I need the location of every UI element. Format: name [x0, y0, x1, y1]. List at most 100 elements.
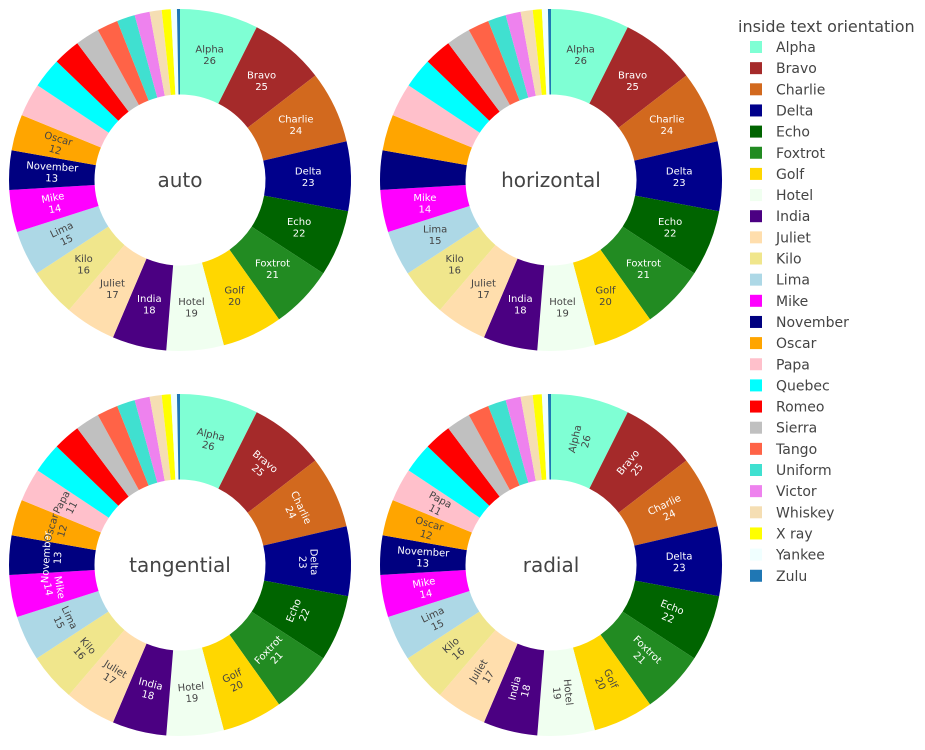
legend-item-zulu[interactable]: Zulu	[750, 569, 807, 585]
legend-item-tango[interactable]: Tango	[750, 442, 817, 458]
slice-uniform[interactable]	[117, 15, 158, 101]
slice-lima[interactable]	[17, 590, 109, 659]
slice-uniform[interactable]	[117, 400, 158, 486]
slice-victor[interactable]	[134, 11, 165, 98]
slice-charlie[interactable]	[618, 75, 718, 161]
slice-november[interactable]	[379, 535, 467, 575]
slice-whiskey[interactable]	[149, 9, 171, 96]
legend-item-foxtrot[interactable]: Foxtrot	[750, 146, 825, 162]
slice-delta[interactable]	[263, 141, 352, 212]
slice-victor[interactable]	[505, 11, 536, 98]
slice-alpha[interactable]	[180, 394, 257, 489]
slice-yankee[interactable]	[170, 9, 179, 95]
slice-echo[interactable]	[622, 580, 720, 659]
legend-item-romeo[interactable]: Romeo	[750, 400, 824, 416]
slice-sierra[interactable]	[448, 30, 510, 112]
slice-kilo[interactable]	[36, 611, 125, 696]
slice-golf[interactable]	[201, 634, 280, 731]
slice-mike[interactable]	[9, 569, 99, 617]
slice-whiskey[interactable]	[520, 9, 542, 96]
slice-romeo[interactable]	[56, 428, 129, 506]
slice-zulu[interactable]	[547, 9, 551, 95]
legend-item-delta[interactable]: Delta	[750, 103, 813, 119]
slice-tango[interactable]	[468, 20, 520, 106]
legend-item-x-ray[interactable]: X ray	[750, 526, 813, 542]
slice-charlie[interactable]	[618, 460, 718, 546]
slice-kilo[interactable]	[407, 611, 496, 696]
legend-item-whiskey[interactable]: Whiskey	[750, 505, 834, 521]
slice-yankee[interactable]	[541, 9, 550, 95]
slice-mike[interactable]	[380, 184, 470, 232]
slice-bravo[interactable]	[218, 27, 316, 128]
slice-alpha[interactable]	[551, 394, 628, 489]
slice-x-ray[interactable]	[532, 9, 547, 95]
slice-whiskey[interactable]	[149, 394, 171, 481]
slice-echo[interactable]	[251, 195, 349, 274]
slice-bravo[interactable]	[218, 412, 316, 513]
legend-item-echo[interactable]: Echo	[750, 125, 810, 141]
slice-oscar[interactable]	[382, 115, 472, 166]
slice-delta[interactable]	[263, 526, 352, 597]
slice-quebec[interactable]	[37, 61, 119, 133]
slice-juliet[interactable]	[439, 245, 518, 338]
slice-foxtrot[interactable]	[600, 226, 695, 320]
legend-item-mike[interactable]: Mike	[750, 294, 808, 310]
slice-delta[interactable]	[634, 526, 722, 597]
slice-tango[interactable]	[468, 405, 520, 491]
slice-alpha[interactable]	[551, 9, 628, 104]
slice-kilo[interactable]	[36, 226, 125, 311]
slice-foxtrot[interactable]	[229, 611, 324, 705]
slice-papa[interactable]	[392, 85, 480, 148]
legend-item-charlie[interactable]: Charlie	[750, 82, 825, 98]
legend-item-november[interactable]: November	[750, 315, 849, 331]
legend-item-lima[interactable]: Lima	[750, 273, 810, 289]
slice-charlie[interactable]	[247, 75, 347, 161]
slice-papa[interactable]	[392, 470, 480, 533]
slice-lima[interactable]	[17, 205, 109, 274]
slice-oscar[interactable]	[11, 500, 101, 551]
slice-india[interactable]	[112, 258, 174, 351]
slice-mike[interactable]	[9, 184, 99, 232]
slice-quebec[interactable]	[408, 61, 490, 133]
legend-item-sierra[interactable]: Sierra	[750, 421, 817, 437]
slice-november[interactable]	[9, 150, 96, 190]
slice-romeo[interactable]	[427, 43, 500, 121]
slice-oscar[interactable]	[382, 500, 472, 551]
slice-bravo[interactable]	[589, 27, 687, 128]
slice-x-ray[interactable]	[161, 394, 176, 480]
slice-bravo[interactable]	[589, 412, 687, 513]
slice-romeo[interactable]	[56, 43, 129, 121]
legend-item-papa[interactable]: Papa	[750, 357, 810, 373]
slice-india[interactable]	[483, 643, 545, 736]
slice-hotel[interactable]	[537, 647, 595, 736]
slice-quebec[interactable]	[37, 446, 119, 518]
slice-x-ray[interactable]	[161, 9, 176, 95]
slice-charlie[interactable]	[247, 460, 347, 546]
slice-lima[interactable]	[388, 590, 480, 659]
slice-mike[interactable]	[380, 569, 470, 617]
slice-papa[interactable]	[21, 85, 109, 148]
slice-juliet[interactable]	[68, 245, 147, 338]
slice-zulu[interactable]	[547, 394, 551, 480]
slice-victor[interactable]	[505, 396, 536, 483]
slice-india[interactable]	[112, 643, 174, 736]
legend-item-india[interactable]: India	[750, 209, 810, 225]
slice-zulu[interactable]	[176, 9, 180, 95]
slice-golf[interactable]	[572, 249, 651, 346]
slice-foxtrot[interactable]	[600, 611, 695, 705]
legend-item-uniform[interactable]: Uniform	[750, 463, 832, 479]
slice-tango[interactable]	[97, 405, 149, 491]
slice-sierra[interactable]	[448, 415, 510, 497]
slice-india[interactable]	[483, 258, 545, 351]
slice-whiskey[interactable]	[520, 394, 542, 481]
slice-golf[interactable]	[572, 634, 651, 731]
slice-uniform[interactable]	[488, 400, 529, 486]
slice-tango[interactable]	[97, 20, 149, 106]
slice-november[interactable]	[380, 150, 467, 190]
legend-item-bravo[interactable]: Bravo	[750, 61, 817, 77]
slice-juliet[interactable]	[439, 630, 518, 723]
slice-kilo[interactable]	[407, 226, 496, 311]
slice-x-ray[interactable]	[532, 394, 547, 480]
slice-echo[interactable]	[622, 195, 720, 274]
legend-item-hotel[interactable]: Hotel	[750, 188, 813, 204]
